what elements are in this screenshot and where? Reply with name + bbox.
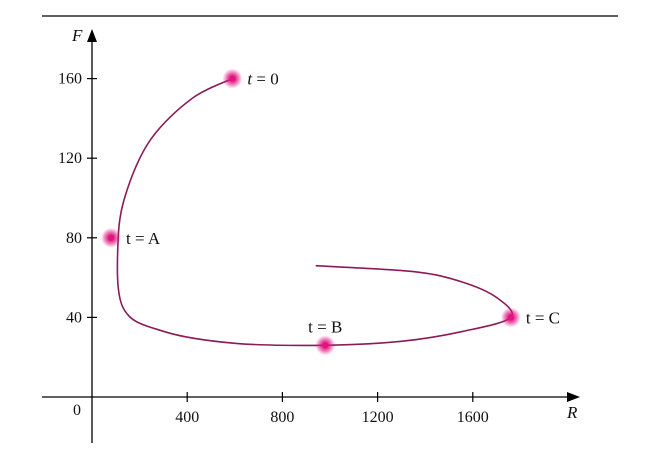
annotation-text-part: = 0 xyxy=(252,70,279,89)
parametric-curve xyxy=(116,77,514,347)
point-annotation: t = C xyxy=(526,308,560,327)
x-tick-label: 800 xyxy=(270,409,294,426)
y-axis-title: F xyxy=(71,26,83,45)
points-layer xyxy=(101,68,521,356)
origin-label: 0 xyxy=(73,402,81,419)
labels-layer: t = 0 t = A t = B t = C xyxy=(126,70,560,337)
x-tick-label: 1600 xyxy=(457,409,489,426)
x-tick-label: 1200 xyxy=(362,409,394,426)
x-axis-arrowhead xyxy=(567,392,580,402)
curve-layer xyxy=(116,77,514,347)
x-tick-label: 400 xyxy=(175,409,199,426)
ticks: 400 800 1200 1600 40 80 120 160 xyxy=(58,71,489,426)
marked-point xyxy=(507,314,515,321)
annotation-italic-part: t xyxy=(247,70,253,89)
y-tick-label: 40 xyxy=(66,309,82,326)
x-axis-title: R xyxy=(566,403,578,422)
point-annotation: t = 0 xyxy=(247,70,278,89)
marked-point xyxy=(107,234,115,241)
y-tick-label: 80 xyxy=(66,230,82,247)
point-annotation: t = A xyxy=(126,229,161,248)
y-axis-arrowhead xyxy=(87,29,97,42)
y-tick-label: 120 xyxy=(58,150,82,167)
point-annotation: t = B xyxy=(308,317,342,336)
marked-point xyxy=(229,75,236,82)
axes: R F 0 xyxy=(42,26,580,443)
y-tick-label: 160 xyxy=(58,71,82,88)
marked-point xyxy=(322,342,329,349)
